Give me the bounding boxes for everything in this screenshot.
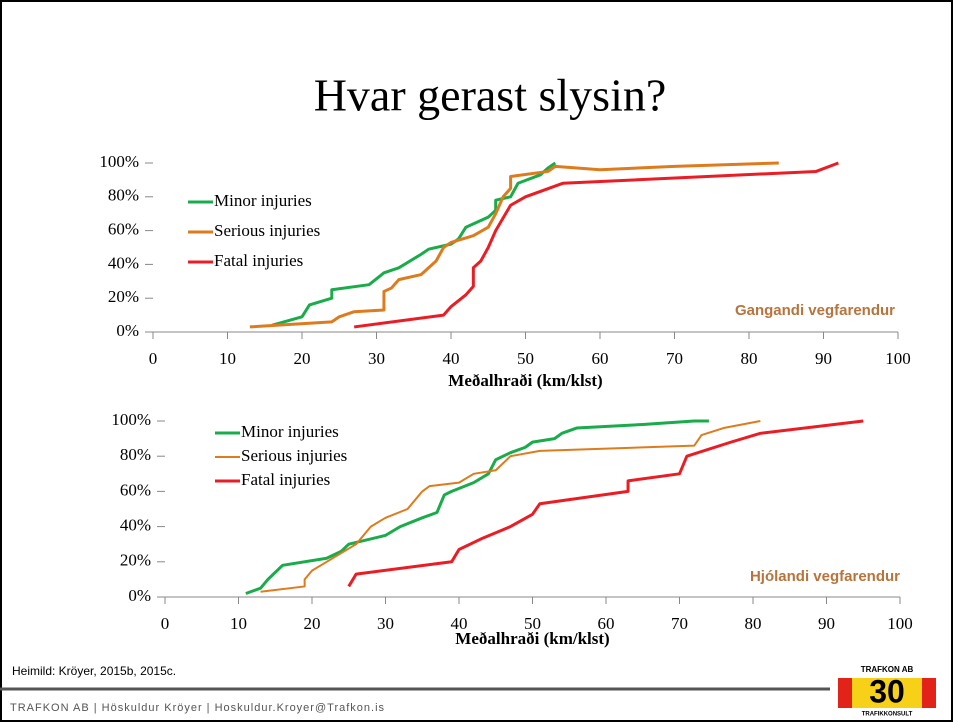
logo-bottom: TRAFIKKONSULT (862, 712, 913, 718)
x-tick-label: 30 (368, 349, 385, 368)
y-tick-label: 80% (108, 186, 139, 205)
x-tick-label: 80 (741, 349, 758, 368)
x-tick-label: 70 (671, 614, 688, 633)
logo-top: TRAFKON AB (861, 665, 914, 674)
x-tick-label: 60 (592, 349, 609, 368)
x-tick-label: 40 (451, 614, 468, 633)
annotation: Gangandi vegfarendur (735, 302, 895, 319)
x-tick-label: 80 (745, 614, 762, 633)
legend-label: Serious injuries (214, 221, 320, 240)
x-tick-label: 90 (818, 614, 835, 633)
y-tick-label: 40% (108, 253, 139, 272)
x-axis-label: Meðalhraði (km/klst) (455, 629, 609, 648)
legend-label: Minor injuries (214, 191, 312, 210)
x-tick-label: 10 (230, 614, 247, 633)
x-tick-label: 50 (524, 614, 541, 633)
y-tick-label: 80% (120, 445, 151, 464)
source: Heimild: Kröyer, 2015b, 2015c. (12, 664, 176, 678)
legend-label: Fatal injuries (241, 470, 330, 489)
x-tick-label: 90 (815, 349, 832, 368)
y-tick-label: 20% (108, 287, 139, 306)
x-tick-label: 0 (149, 349, 158, 368)
annotation: Hjólandi vegfarendur (750, 568, 900, 585)
x-tick-label: 20 (294, 349, 311, 368)
logo-red-r (922, 678, 936, 708)
slide-title: Hvar gerast slysin? (314, 70, 667, 121)
x-tick-label: 100 (887, 614, 913, 633)
x-tick-label: 20 (304, 614, 321, 633)
logo-band (838, 678, 936, 708)
footer: TRAFKON AB | Höskuldur Kröyer | Hoskuldu… (10, 702, 385, 714)
x-tick-label: 40 (443, 349, 460, 368)
y-tick-label: 0% (116, 321, 139, 340)
legend-label: Fatal injuries (214, 251, 303, 270)
logo-red-l (838, 678, 852, 708)
x-tick-label: 0 (161, 614, 170, 633)
series-line (347, 419, 864, 588)
logo-number: 30 (869, 673, 905, 709)
x-tick-label: 10 (219, 349, 236, 368)
x-tick-label: 100 (885, 349, 911, 368)
legend-label: Minor injuries (241, 422, 339, 441)
y-tick-label: 0% (128, 586, 151, 605)
y-tick-label: 60% (120, 480, 151, 499)
y-tick-label: 100% (111, 410, 151, 429)
y-tick-label: 20% (120, 551, 151, 570)
y-tick-label: 100% (99, 152, 139, 171)
series-line (353, 161, 839, 329)
x-tick-label: 60 (598, 614, 615, 633)
legend-label: Serious injuries (241, 446, 347, 465)
x-tick-label: 30 (377, 614, 394, 633)
y-tick-label: 40% (120, 516, 151, 535)
x-tick-label: 70 (666, 349, 683, 368)
logo: TRAFKON AB 30 TRAFIKKONSULT (830, 664, 944, 718)
x-axis-label: Meðalhraði (km/klst) (448, 371, 602, 390)
y-tick-label: 60% (108, 220, 139, 239)
series-line (249, 161, 779, 329)
x-tick-label: 50 (517, 349, 534, 368)
series-line (260, 420, 761, 593)
series-line (245, 419, 709, 595)
